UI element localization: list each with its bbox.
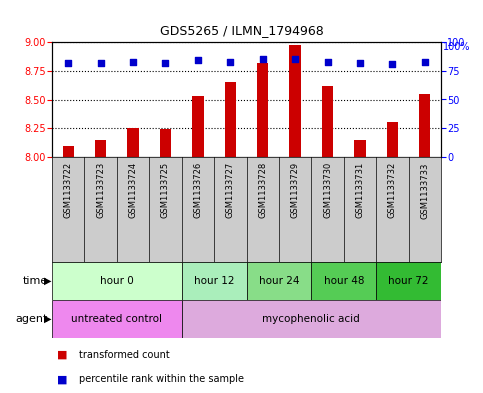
- Point: [324, 59, 331, 65]
- Text: hour 24: hour 24: [259, 276, 299, 286]
- Text: 100%: 100%: [443, 42, 470, 52]
- Point: [291, 56, 299, 62]
- Bar: [62, 145, 74, 157]
- Text: hour 48: hour 48: [324, 276, 364, 286]
- Bar: [225, 82, 236, 157]
- Text: GSM1133727: GSM1133727: [226, 162, 235, 219]
- Text: GSM1133724: GSM1133724: [128, 162, 138, 219]
- FancyBboxPatch shape: [182, 262, 246, 300]
- Text: GSM1133730: GSM1133730: [323, 162, 332, 219]
- Bar: [257, 63, 269, 157]
- Point: [356, 60, 364, 66]
- Text: hour 72: hour 72: [388, 276, 429, 286]
- Point: [194, 57, 202, 64]
- Text: GSM1133731: GSM1133731: [355, 162, 365, 219]
- Text: GSM1133722: GSM1133722: [64, 162, 73, 219]
- Text: untreated control: untreated control: [71, 314, 162, 324]
- Text: GSM1133729: GSM1133729: [291, 162, 299, 219]
- Text: ■: ■: [57, 349, 71, 360]
- Text: ▶: ▶: [43, 276, 51, 286]
- Text: GSM1133732: GSM1133732: [388, 162, 397, 219]
- Text: transformed count: transformed count: [79, 349, 170, 360]
- Bar: [289, 46, 301, 157]
- Point: [388, 61, 396, 67]
- Point: [259, 56, 267, 62]
- Text: GDS5265 / ILMN_1794968: GDS5265 / ILMN_1794968: [159, 24, 324, 37]
- Text: GSM1133723: GSM1133723: [96, 162, 105, 219]
- Bar: [95, 140, 106, 157]
- Text: time: time: [23, 276, 48, 286]
- Bar: [160, 129, 171, 157]
- Point: [162, 60, 170, 66]
- Point: [97, 60, 104, 66]
- Point: [421, 59, 428, 65]
- Text: GSM1133725: GSM1133725: [161, 162, 170, 219]
- FancyBboxPatch shape: [182, 300, 441, 338]
- FancyBboxPatch shape: [312, 262, 376, 300]
- Bar: [322, 86, 333, 157]
- Bar: [419, 94, 430, 157]
- Text: agent: agent: [15, 314, 48, 324]
- Text: GSM1133733: GSM1133733: [420, 162, 429, 219]
- Bar: [128, 128, 139, 157]
- Text: GSM1133726: GSM1133726: [193, 162, 202, 219]
- Text: mycophenolic acid: mycophenolic acid: [262, 314, 360, 324]
- Point: [64, 60, 72, 66]
- Point: [227, 59, 234, 65]
- FancyBboxPatch shape: [246, 262, 312, 300]
- Text: hour 12: hour 12: [194, 276, 234, 286]
- Text: GSM1133728: GSM1133728: [258, 162, 267, 219]
- Text: ▶: ▶: [43, 314, 51, 324]
- Point: [129, 59, 137, 65]
- Text: percentile rank within the sample: percentile rank within the sample: [79, 374, 243, 384]
- Bar: [387, 123, 398, 157]
- FancyBboxPatch shape: [52, 262, 182, 300]
- Bar: [355, 140, 366, 157]
- FancyBboxPatch shape: [376, 262, 441, 300]
- Text: hour 0: hour 0: [100, 276, 134, 286]
- Bar: [192, 96, 203, 157]
- FancyBboxPatch shape: [52, 300, 182, 338]
- Text: ■: ■: [57, 374, 71, 384]
